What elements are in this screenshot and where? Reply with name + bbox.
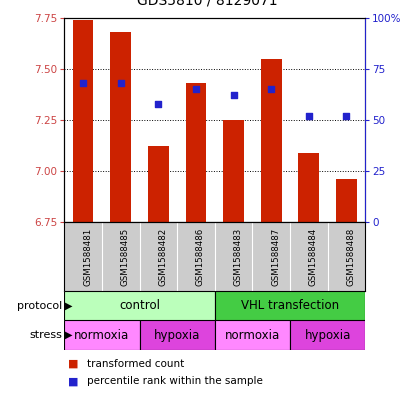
Text: normoxia: normoxia — [225, 329, 280, 342]
Bar — [64, 291, 215, 320]
Text: ■: ■ — [68, 376, 79, 386]
Text: protocol: protocol — [17, 301, 62, 310]
Text: GSM1588482: GSM1588482 — [159, 228, 167, 286]
Text: hypoxia: hypoxia — [305, 329, 351, 342]
Point — [155, 100, 162, 107]
Text: normoxia: normoxia — [74, 329, 129, 342]
Bar — [223, 120, 244, 222]
Point — [117, 80, 124, 86]
Text: percentile rank within the sample: percentile rank within the sample — [87, 376, 263, 386]
Point — [80, 80, 86, 86]
Text: GSM1588484: GSM1588484 — [309, 228, 318, 286]
Bar — [186, 83, 206, 222]
Text: GSM1588483: GSM1588483 — [234, 228, 242, 286]
Text: GDS5810 / 8129071: GDS5810 / 8129071 — [137, 0, 278, 8]
Bar — [215, 291, 365, 320]
Text: GSM1588488: GSM1588488 — [347, 228, 355, 286]
Text: GSM1588487: GSM1588487 — [271, 228, 280, 286]
Bar — [215, 320, 290, 350]
Bar — [139, 320, 215, 350]
Text: GSM1588486: GSM1588486 — [196, 228, 205, 286]
Text: VHL transfection: VHL transfection — [241, 299, 339, 312]
Point — [305, 113, 312, 119]
Point — [343, 113, 350, 119]
Bar — [148, 147, 168, 222]
Bar — [73, 20, 93, 222]
Bar — [110, 32, 131, 222]
Bar — [290, 320, 365, 350]
Point — [268, 86, 274, 92]
Point — [230, 92, 237, 99]
Text: hypoxia: hypoxia — [154, 329, 200, 342]
Bar — [261, 59, 281, 222]
Bar — [336, 179, 357, 222]
Text: ▶: ▶ — [65, 301, 73, 310]
Bar — [298, 152, 319, 222]
Text: ■: ■ — [68, 358, 79, 369]
Text: GSM1588485: GSM1588485 — [121, 228, 130, 286]
Text: stress: stress — [29, 330, 62, 340]
Bar — [64, 320, 139, 350]
Text: transformed count: transformed count — [87, 358, 184, 369]
Point — [193, 86, 199, 92]
Text: control: control — [119, 299, 160, 312]
Text: ▶: ▶ — [65, 330, 73, 340]
Text: GSM1588481: GSM1588481 — [83, 228, 92, 286]
